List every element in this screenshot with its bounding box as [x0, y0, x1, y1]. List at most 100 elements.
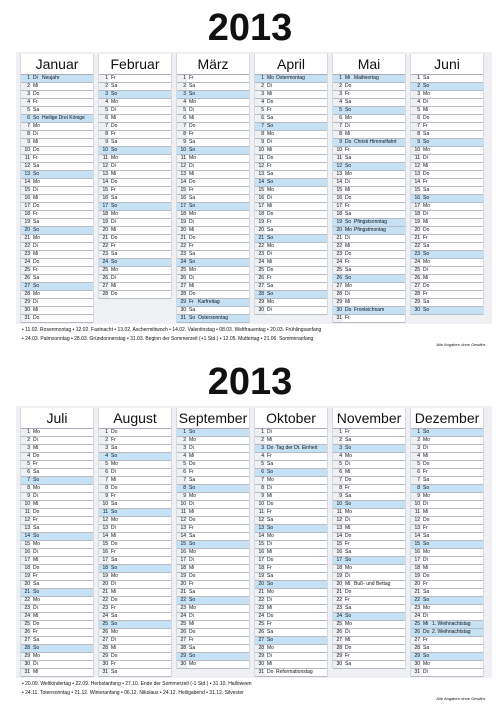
day-row: 8 So [411, 485, 483, 493]
day-number: 6 [99, 115, 109, 122]
day-row: 25 Do [21, 621, 93, 629]
month-name: Dezember [411, 408, 483, 429]
weekday: Fr [33, 461, 38, 467]
weekday: Di [33, 131, 38, 137]
weekday: Mo [423, 259, 430, 265]
day-row: 24 Mi [255, 259, 327, 267]
weekday: Sa [33, 107, 40, 113]
day-number: 17 [255, 203, 265, 210]
day-row: 13 So [255, 525, 327, 533]
day-row: 10 So [333, 501, 405, 509]
day-row: 10 Mi [21, 501, 93, 509]
day-number: 21 [177, 589, 187, 596]
day-number: 14 [411, 179, 421, 186]
weekday: So [189, 315, 196, 321]
day-number: 29 [333, 299, 343, 306]
day-number: 25 [177, 267, 187, 274]
year-title: 2013 [207, 361, 293, 403]
day-row: 22 So [177, 597, 249, 605]
day-number: 29 [333, 653, 343, 660]
weekday: Mi [111, 283, 117, 289]
day-row: 19 Do [177, 573, 249, 581]
day-number: 12 [177, 517, 187, 524]
day-row: 18 Mo [99, 211, 171, 219]
weekday: So [345, 275, 352, 281]
weekday: Mi [33, 501, 39, 507]
day-number: 1 [177, 75, 187, 82]
day-number: 12 [99, 163, 109, 170]
day-row: 1 Do [99, 429, 171, 437]
day-row: 2 Sa [99, 83, 171, 91]
weekday: Mo [345, 227, 352, 233]
weekday: Mo [345, 509, 352, 515]
day-number: 26 [411, 629, 421, 636]
weekday: Mi [345, 299, 351, 305]
weekday: So [111, 453, 118, 459]
weekday: So [189, 91, 196, 97]
day-number: 4 [411, 453, 421, 460]
day-row: 16 Mi [255, 549, 327, 557]
day-row: 8 Di [21, 131, 93, 139]
day-row: 14 Do [333, 533, 405, 541]
day-number: 21 [177, 235, 187, 242]
weekday: Do [111, 235, 118, 241]
weekday: Fr [267, 219, 272, 225]
weekday: Do [189, 235, 196, 241]
weekday: So [423, 429, 430, 435]
day-row: 8 Fr [99, 131, 171, 139]
day-number: 22 [411, 597, 421, 604]
day-row: 10 So [177, 147, 249, 155]
day-row: 11 Do [21, 509, 93, 517]
day-number: 22 [177, 243, 187, 250]
day-row: 10 Fr [333, 147, 405, 155]
weekday: Fr [267, 453, 272, 459]
weekday: Mi [345, 243, 351, 249]
day-row: 3 Sa [99, 445, 171, 453]
day-row: 26 Do 2. Weihnachtstag [411, 629, 483, 637]
month-name: August [99, 408, 171, 429]
weekday: Mo [111, 461, 118, 467]
weekday: So [33, 477, 40, 483]
month-name: März [177, 54, 249, 75]
weekday: Mo [345, 565, 352, 571]
weekday: Mo [111, 155, 118, 161]
day-number: 24 [411, 259, 421, 266]
day-row: 13 Sa [21, 525, 93, 533]
weekday: Mi [267, 147, 273, 153]
day-number: 10 [411, 501, 421, 508]
day-number: 9 [99, 139, 109, 146]
day-row: 20 Mo Pfingstmontag [333, 227, 405, 235]
day-number: 24 [99, 613, 109, 620]
day-number: 9 [411, 139, 421, 146]
day-row: 27 Sa [255, 283, 327, 291]
weekday: Di [423, 669, 428, 675]
day-number: 26 [21, 629, 31, 636]
day-number: 10 [21, 501, 31, 508]
day-row: 4 So [99, 453, 171, 461]
day-number: 18 [411, 565, 421, 572]
weekday: Di [345, 629, 350, 635]
day-row: 11 Sa [333, 155, 405, 163]
day-row: 7 Mo [21, 123, 93, 131]
day-row: 15 Mo [255, 187, 327, 195]
weekday: Fr [267, 565, 272, 571]
day-number: 28 [333, 291, 343, 298]
day-number: 9 [21, 139, 31, 146]
weekday: Di [423, 99, 428, 105]
weekday: Mi [189, 283, 195, 289]
day-number: 15 [411, 187, 421, 194]
day-number: 27 [411, 637, 421, 644]
weekday: Di [33, 493, 38, 499]
day-row: 12 Sa [255, 517, 327, 525]
day-number: 23 [99, 251, 109, 258]
day-number: 27 [177, 637, 187, 644]
day-row: 26 Di [333, 629, 405, 637]
weekday: Di [189, 557, 194, 563]
day-number: 11 [255, 509, 265, 516]
day-number: 8 [255, 485, 265, 492]
day-number: 28 [177, 645, 187, 652]
weekday: Fr [267, 163, 272, 169]
day-row: 31 Do [21, 315, 93, 323]
day-row: 30 Sa [333, 661, 405, 669]
day-row: 24 So [333, 613, 405, 621]
